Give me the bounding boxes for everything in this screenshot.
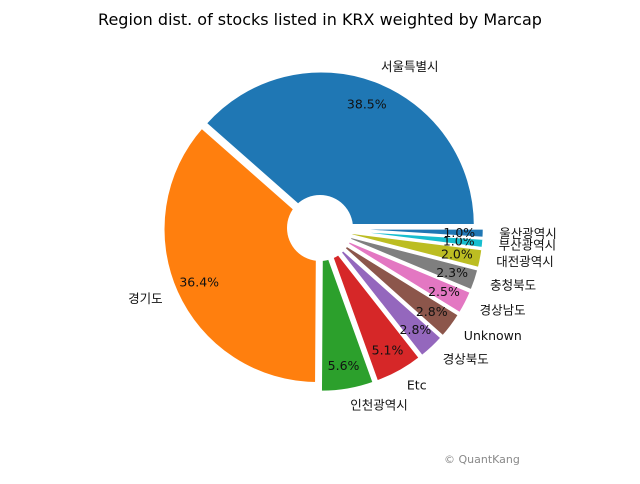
pie-slice-0 <box>204 69 477 227</box>
slice-value-label-7: 2.3% <box>436 265 468 280</box>
slice-category-label-6: 경상남도 <box>480 302 526 317</box>
slice-value-label-4: 2.8% <box>400 322 432 337</box>
chart-title: Region dist. of stocks listed in KRX wei… <box>98 10 542 29</box>
slice-value-label-2: 5.6% <box>328 358 360 373</box>
slice-category-label-4: 경상북도 <box>443 351 489 366</box>
slice-value-label-1: 36.4% <box>179 275 219 290</box>
pie-slice-6 <box>327 231 473 315</box>
slice-value-label-6: 2.5% <box>428 284 460 299</box>
slice-category-label-9: 부산광역시 <box>499 237 557 252</box>
slice-category-label-0: 서울특별시 <box>381 59 439 74</box>
pie-slice-2 <box>319 236 376 394</box>
slice-category-label-2: 인천광역시 <box>350 397 408 412</box>
donut-hole <box>287 195 353 261</box>
pie-slice-10 <box>328 227 486 240</box>
slice-category-label-8: 대전광역시 <box>496 254 554 269</box>
slice-value-label-5: 2.8% <box>416 304 448 319</box>
watermark: © QuantKang <box>444 453 520 466</box>
slice-category-label-7: 충청북도 <box>490 278 536 293</box>
slice-category-label-5: Unknown <box>464 328 522 343</box>
pie-slice-4 <box>325 234 443 358</box>
slice-value-label-10: 1.0% <box>443 225 475 240</box>
pie-slice-5 <box>326 232 461 338</box>
pie-slice-3 <box>323 235 422 383</box>
slice-value-label-8: 2.0% <box>441 247 473 262</box>
slice-category-label-3: Etc <box>407 377 427 392</box>
pie-slice-7 <box>328 229 480 292</box>
slice-value-label-3: 5.1% <box>372 342 404 357</box>
slice-category-label-1: 경기도 <box>128 291 163 306</box>
pie-slice-1 <box>162 126 319 385</box>
slice-value-label-0: 38.5% <box>347 97 387 112</box>
slice-category-label-10: 울산광역시 <box>499 226 557 241</box>
